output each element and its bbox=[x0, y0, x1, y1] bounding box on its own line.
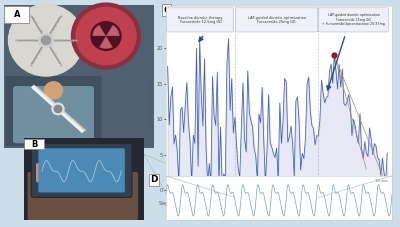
FancyBboxPatch shape bbox=[319, 8, 388, 32]
Y-axis label: Mean LAP (mmHg): Mean LAP (mmHg) bbox=[149, 79, 154, 125]
Circle shape bbox=[76, 7, 136, 65]
Text: B: B bbox=[31, 140, 37, 149]
Wedge shape bbox=[92, 25, 106, 36]
Circle shape bbox=[72, 3, 140, 69]
Circle shape bbox=[8, 5, 84, 76]
Circle shape bbox=[38, 33, 54, 47]
FancyBboxPatch shape bbox=[6, 76, 102, 146]
Circle shape bbox=[42, 36, 50, 44]
FancyBboxPatch shape bbox=[4, 6, 30, 23]
Text: LAP-guided diuretic optimization
Furosemide 25mg OD: LAP-guided diuretic optimization Furosem… bbox=[248, 16, 306, 24]
Text: 10 sec: 10 sec bbox=[375, 180, 388, 183]
FancyBboxPatch shape bbox=[74, 163, 91, 183]
Circle shape bbox=[54, 105, 62, 113]
Text: C: C bbox=[163, 6, 170, 15]
Wedge shape bbox=[106, 25, 120, 36]
FancyBboxPatch shape bbox=[236, 8, 318, 32]
Wedge shape bbox=[99, 36, 113, 49]
Circle shape bbox=[91, 22, 121, 50]
FancyBboxPatch shape bbox=[55, 163, 72, 183]
Circle shape bbox=[52, 103, 64, 115]
FancyBboxPatch shape bbox=[31, 143, 132, 197]
FancyBboxPatch shape bbox=[166, 8, 234, 32]
FancyBboxPatch shape bbox=[19, 135, 149, 223]
FancyBboxPatch shape bbox=[36, 163, 53, 183]
FancyBboxPatch shape bbox=[24, 139, 44, 149]
Circle shape bbox=[44, 82, 62, 99]
Point bbox=[331, 54, 338, 57]
Text: Baseline diuretic therapy
Furosemide 12.5mg OD: Baseline diuretic therapy Furosemide 12.… bbox=[178, 16, 223, 24]
FancyBboxPatch shape bbox=[38, 148, 125, 192]
FancyBboxPatch shape bbox=[28, 172, 138, 220]
Text: LAP-guided diuretic optimization
Furosemide 25mg OD
+ Furosemide/Spironolactone : LAP-guided diuretic optimization Furosem… bbox=[322, 13, 385, 27]
Text: A: A bbox=[14, 10, 20, 19]
FancyBboxPatch shape bbox=[94, 163, 110, 183]
FancyBboxPatch shape bbox=[13, 86, 94, 143]
Text: D: D bbox=[150, 175, 158, 184]
FancyBboxPatch shape bbox=[0, 0, 158, 152]
